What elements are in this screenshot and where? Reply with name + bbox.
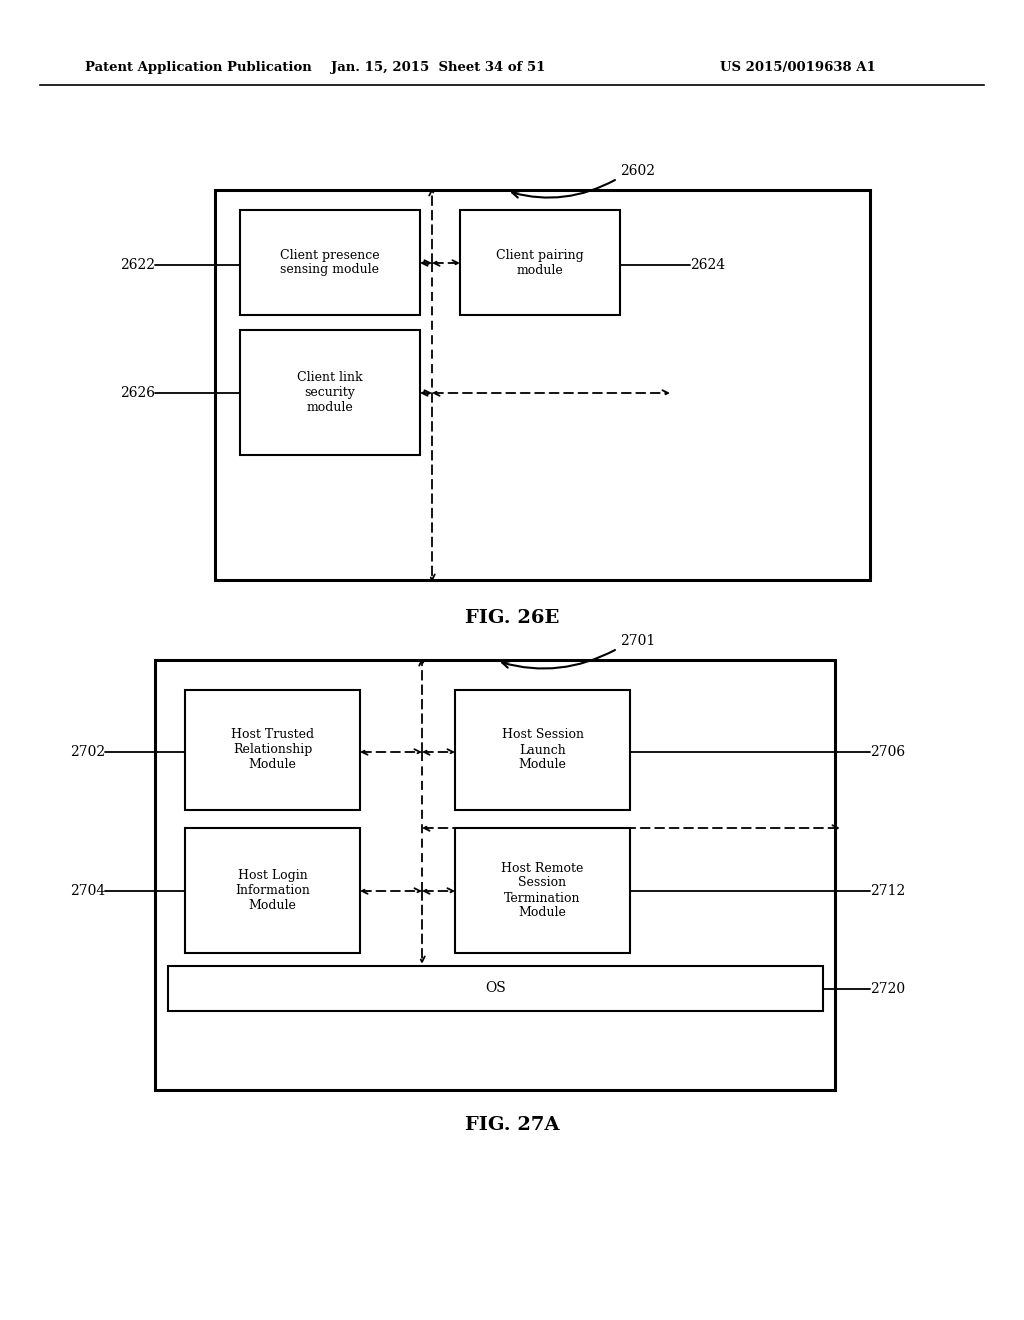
Text: Jan. 15, 2015  Sheet 34 of 51: Jan. 15, 2015 Sheet 34 of 51 [331,62,545,74]
Bar [185,690,360,810]
Bar [455,690,630,810]
Text: Host Remote
Session
Termination
Module: Host Remote Session Termination Module [502,862,584,920]
Text: 2706: 2706 [870,744,905,759]
Bar [185,828,360,953]
Text: Host Session
Launch
Module: Host Session Launch Module [502,729,584,771]
Text: FIG. 27A: FIG. 27A [465,1115,559,1134]
Text: 2622: 2622 [120,257,155,272]
Text: US 2015/0019638 A1: US 2015/0019638 A1 [720,62,876,74]
Text: 2720: 2720 [870,982,905,997]
Bar [455,828,630,953]
Text: Client pairing
module: Client pairing module [496,248,584,276]
Text: Host Login
Information
Module: Host Login Information Module [236,869,310,912]
Text: Patent Application Publication: Patent Application Publication [85,62,311,74]
Text: 2702: 2702 [70,744,105,759]
Bar [155,660,835,1090]
Text: 2626: 2626 [120,385,155,400]
Bar [460,210,620,315]
Text: 2712: 2712 [870,884,905,898]
Text: Client presence
sensing module: Client presence sensing module [281,248,380,276]
Bar [168,966,823,1011]
Text: Host Trusted
Relationship
Module: Host Trusted Relationship Module [231,729,314,771]
Bar [240,330,420,455]
Text: 2704: 2704 [70,884,105,898]
Text: 2602: 2602 [620,164,655,178]
Text: OS: OS [485,982,506,995]
Text: 2701: 2701 [620,634,655,648]
Text: FIG. 26E: FIG. 26E [465,609,559,627]
Bar [240,210,420,315]
Text: 2624: 2624 [690,257,725,272]
Text: Client link
security
module: Client link security module [297,371,362,414]
Bar [215,190,870,579]
